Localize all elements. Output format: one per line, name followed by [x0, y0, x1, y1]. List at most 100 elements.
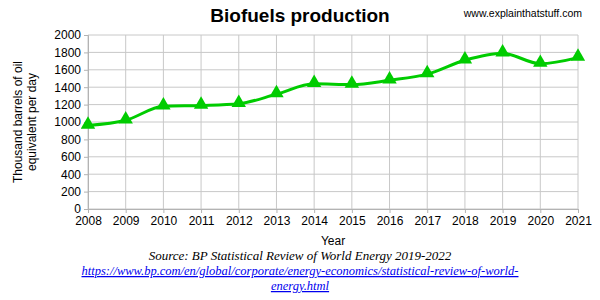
tick-mark [201, 209, 202, 213]
watermark: www.explainthatstuff.com [463, 7, 583, 19]
tick-label: 2011 [189, 214, 215, 228]
marker [345, 75, 359, 87]
tick-label: 200 [61, 185, 81, 199]
tick-mark [390, 209, 391, 213]
tick: 1600 [54, 63, 88, 77]
chart: Biofuels production www.explainthatstuff.… [0, 0, 600, 300]
marker [307, 74, 321, 86]
tick: 2016 [377, 209, 404, 228]
source: Source: BP Statistical Review of World E… [149, 248, 452, 263]
tick-label: 2013 [264, 214, 291, 228]
marker [495, 44, 509, 56]
grid [88, 35, 578, 209]
tick-label: 2008 [75, 214, 102, 228]
marker [156, 97, 170, 109]
tick-mark [84, 209, 88, 210]
grid-line [578, 35, 579, 209]
tick: 2012 [226, 209, 253, 228]
grid-line [88, 69, 578, 70]
grid-line [88, 156, 578, 157]
y-axis-title: equivalent per day [25, 73, 39, 171]
tick-mark [88, 209, 89, 213]
tick-label: 2020 [527, 214, 554, 228]
tick-mark [126, 209, 127, 213]
tick-label: 2009 [113, 214, 140, 228]
grid-line [163, 35, 164, 209]
tick-mark [84, 139, 88, 140]
source-url: https://www.bp.com/en/global/corporate/e… [82, 264, 519, 278]
tick: 1800 [54, 46, 88, 60]
tick-mark [84, 70, 88, 71]
marker [269, 85, 283, 97]
grid-line [351, 35, 352, 209]
plot-area [81, 44, 585, 129]
x-axis: 2008 2009 2010 2011 2012 2013 2014 2015 2016 2017… [75, 209, 592, 228]
tick: 2017 [414, 209, 441, 228]
marker [382, 71, 396, 83]
grid-line [276, 35, 277, 209]
tick-label: 2000 [54, 28, 81, 42]
tick: 1400 [54, 81, 88, 95]
tick-mark [84, 157, 88, 158]
tick: 200 [61, 185, 88, 199]
grid-line [88, 139, 578, 140]
tick-mark [276, 209, 277, 213]
tick-mark [84, 192, 88, 193]
tick: 600 [61, 150, 88, 164]
tick-label: 2017 [414, 214, 441, 228]
marker [458, 51, 472, 63]
tick-mark [503, 209, 504, 213]
marker [533, 54, 547, 66]
x-axis-title: Year [321, 234, 345, 248]
tick: 2010 [151, 209, 178, 228]
tick-mark [540, 209, 541, 213]
line [88, 53, 578, 125]
tick-mark [84, 174, 88, 175]
source-url: energy.html [271, 279, 330, 293]
tick: 2011 [189, 209, 215, 228]
grid-line [502, 35, 503, 209]
y-axis: 0200400600800100012001400160018002000 [54, 28, 88, 216]
title: Biofuels production [210, 5, 389, 26]
tick-label: 1800 [54, 46, 81, 60]
grid-line [389, 35, 390, 209]
tick-label: 2016 [377, 214, 404, 228]
tick-label: 1200 [54, 98, 81, 112]
marker [420, 65, 434, 77]
tick-mark [84, 35, 88, 36]
tick-label: 600 [61, 150, 81, 164]
tick-mark [314, 209, 315, 213]
marker [118, 111, 132, 123]
tick-label: 1000 [54, 115, 81, 129]
tick-mark [352, 209, 353, 213]
tick-label: 1400 [54, 81, 81, 95]
tick-label: 400 [61, 168, 81, 182]
tick: 2015 [339, 209, 366, 228]
marker [571, 48, 585, 60]
marker [232, 94, 246, 106]
grid-line [88, 122, 578, 123]
tick-label: 2015 [339, 214, 366, 228]
tick: 2014 [301, 209, 328, 228]
tick: 2018 [452, 209, 479, 228]
grid-line [88, 191, 578, 192]
tick-mark [84, 87, 88, 88]
tick-mark [578, 209, 579, 213]
tick: 2021 [565, 209, 592, 228]
tick-label: 1600 [54, 63, 81, 77]
grid-line [88, 174, 578, 175]
tick-label: 2021 [565, 214, 592, 228]
tick: 800 [61, 133, 88, 147]
tick-label: 2010 [151, 214, 178, 228]
axis-line [89, 210, 579, 214]
tick-label: 2012 [226, 214, 253, 228]
tick: 400 [61, 168, 88, 182]
tick-label: 2018 [452, 214, 479, 228]
y-axis-title: Thousand barrels of oil [11, 61, 25, 183]
grid-line [238, 35, 239, 209]
tick-label: 2014 [301, 214, 328, 228]
tick-mark [239, 209, 240, 213]
tick-mark [84, 105, 88, 106]
tick: 2013 [264, 209, 291, 228]
tick-mark [465, 209, 466, 213]
